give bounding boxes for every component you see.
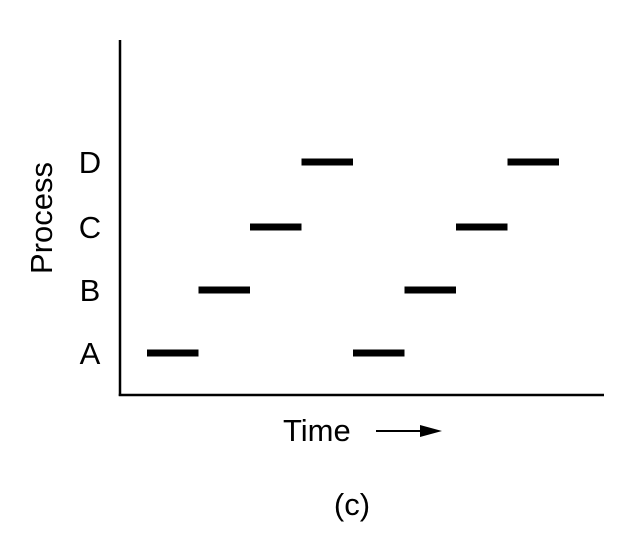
segments bbox=[147, 158, 559, 357]
segment-c-7 bbox=[456, 223, 508, 231]
segment-b-6 bbox=[404, 286, 456, 294]
process-label-b: B bbox=[80, 273, 101, 308]
y-axis-label: Process bbox=[24, 162, 59, 274]
segment-a-1 bbox=[147, 349, 199, 357]
x-axis-label: Time bbox=[283, 413, 351, 448]
process-label-a: A bbox=[80, 336, 101, 371]
segment-c-3 bbox=[250, 223, 302, 231]
segment-d-8 bbox=[507, 158, 559, 166]
time-arrow-icon bbox=[376, 425, 442, 437]
segment-b-2 bbox=[198, 286, 250, 294]
figure-caption: (c) bbox=[334, 487, 370, 522]
segment-d-4 bbox=[301, 158, 353, 166]
process-label-c: C bbox=[79, 210, 101, 245]
process-label-d: D bbox=[79, 145, 101, 180]
segment-a-5 bbox=[353, 349, 405, 357]
